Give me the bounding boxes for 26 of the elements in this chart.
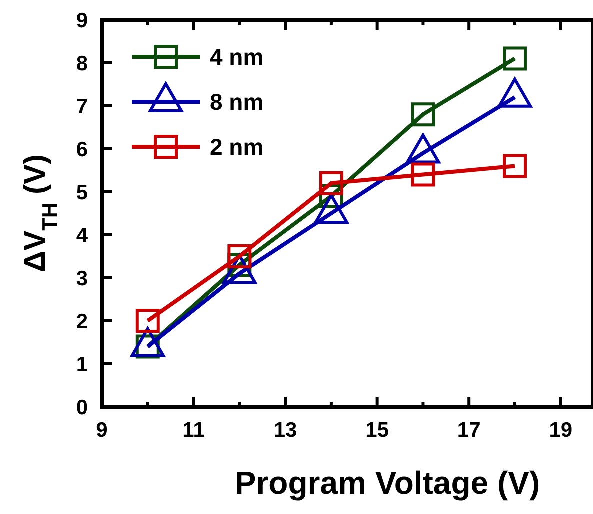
point (503, 46, 527, 71)
legend-label: 4 nm (210, 44, 264, 70)
y-tick-label: 4 (76, 224, 88, 248)
point (319, 171, 344, 196)
y-tick-label: 7 (76, 95, 88, 118)
y-tick-label: 1 (76, 353, 88, 376)
x-tick-label: 11 (182, 419, 206, 442)
legend-label: 8 nm (210, 89, 264, 116)
y-tick-label: 8 (76, 52, 88, 76)
x-tick-label: 13 (274, 419, 298, 442)
y-tick-label: 2 (76, 310, 88, 334)
point (411, 162, 436, 187)
x-tick-label: 9 (96, 419, 108, 442)
y-tick-label: 0 (76, 396, 88, 420)
legend-label: 2 nm (210, 134, 264, 160)
x-tick-label: 19 (549, 419, 573, 442)
point (411, 102, 436, 127)
y-tick-label: 6 (76, 138, 88, 162)
y-tick-label: 9 (76, 9, 88, 32)
x-axis-title: Program Voltage (V) (234, 465, 540, 501)
point (136, 309, 160, 333)
x-tick-label: 15 (366, 419, 390, 442)
x-tick-label: 17 (457, 419, 481, 442)
y-tick-label: 3 (76, 267, 88, 290)
y-tick-label: 5 (76, 181, 88, 204)
point (503, 154, 527, 178)
